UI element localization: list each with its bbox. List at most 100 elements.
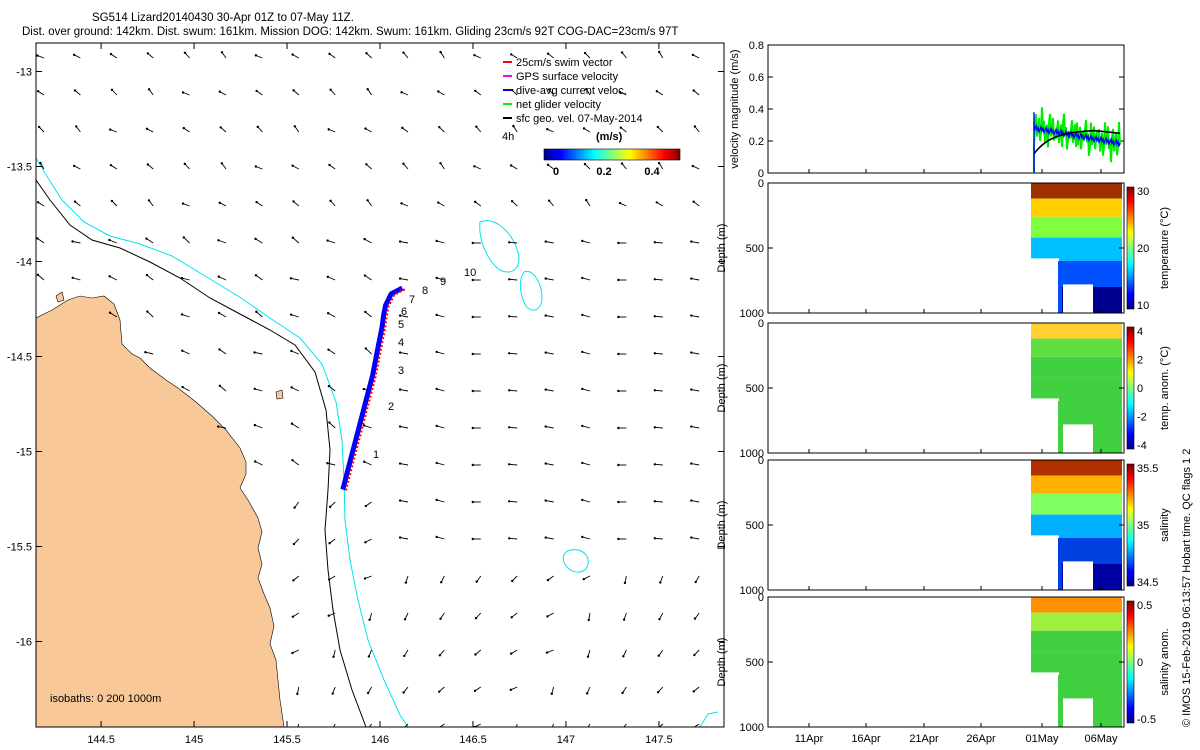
geo-vector-head — [364, 347, 368, 350]
colorbar-tick-label: 10 — [1137, 300, 1149, 312]
geo-vector — [545, 315, 554, 318]
colorbar-label: salinity — [1159, 508, 1171, 542]
geo-vector-head — [657, 161, 661, 165]
section-gap — [1031, 535, 1059, 590]
land-islet — [275, 389, 284, 400]
geo-vector-head — [403, 618, 407, 621]
geo-vector-head — [327, 578, 331, 581]
geo-vector-head — [366, 691, 370, 695]
geo-vector-head — [508, 241, 511, 244]
geo-vector-head — [181, 91, 185, 94]
geo-vector-head — [585, 729, 587, 731]
geo-vector — [509, 241, 518, 244]
geo-vector — [365, 348, 372, 355]
geo-vector-head — [218, 201, 221, 205]
geo-vector-head — [471, 463, 474, 467]
geo-vector-head — [328, 52, 331, 56]
track-day-label: 3 — [398, 365, 404, 377]
geo-vector-head — [331, 729, 333, 731]
colorbar-label: salinity anom. — [1159, 628, 1171, 695]
geo-vector — [436, 536, 445, 540]
section-panel: 0 500 1000 Depth (m) 0.5 0 -0.5 salinity anom. — [716, 592, 1171, 734]
map-x-tick-label: 147 — [557, 734, 575, 746]
geo-vector-head — [216, 425, 220, 428]
geo-vector-head — [364, 310, 367, 314]
colorbar-label: temp. anom. (°C) — [1159, 346, 1171, 430]
geo-vector-head — [398, 351, 402, 354]
section-band — [1031, 356, 1122, 378]
geo-vector-head — [544, 462, 547, 465]
section-data-patch — [1031, 460, 1122, 590]
geo-vector-head — [364, 541, 367, 544]
geo-vector-head — [147, 199, 151, 202]
colorbar-tick-label: 34.5 — [1137, 577, 1158, 589]
geo-vector — [436, 462, 445, 466]
geo-vector-head — [618, 201, 622, 205]
section-colorbar — [1126, 600, 1135, 724]
geo-vector — [365, 311, 372, 318]
geo-vector-head — [693, 653, 696, 657]
section-band — [1031, 216, 1122, 238]
geo-vector-head — [546, 615, 549, 618]
geo-vector-head — [296, 692, 299, 696]
map-y-tick-label: -15.5 — [7, 542, 32, 554]
geo-vector-head — [544, 499, 547, 502]
section-data-patch — [1031, 183, 1122, 313]
geo-vector-head — [110, 88, 114, 92]
geo-vector — [551, 723, 555, 727]
geo-vector — [582, 388, 591, 392]
geo-vector — [400, 463, 409, 466]
geo-vector — [691, 315, 700, 318]
geo-vector-head — [290, 422, 294, 425]
geo-vector — [292, 237, 300, 244]
geo-vector — [693, 723, 700, 727]
geo-vector — [509, 278, 518, 281]
geo-vector-head — [581, 276, 584, 280]
geo-vector-head — [508, 463, 511, 466]
geo-vector-head — [692, 89, 695, 92]
section-gap — [1063, 698, 1093, 727]
geo-vector-head — [36, 89, 40, 93]
geo-vector-head — [471, 241, 474, 245]
geo-vector-head — [146, 163, 150, 166]
geo-vector-head — [108, 238, 111, 242]
geo-vector-head — [109, 128, 112, 131]
geo-vector-head — [180, 313, 184, 316]
track-day-label: 8 — [422, 285, 428, 297]
section-y-tick-label: 500 — [746, 520, 764, 532]
geo-vector-head — [544, 425, 547, 428]
geo-vector — [691, 463, 700, 466]
geo-vector-head — [653, 537, 657, 540]
geo-vector — [292, 459, 300, 466]
geo-vector-head — [253, 387, 256, 390]
geo-vector-head — [218, 90, 222, 93]
velocity-axes-box — [767, 44, 1125, 174]
geo-vector-head — [512, 124, 515, 128]
geo-vector — [147, 311, 154, 318]
geo-vector — [72, 277, 81, 281]
geo-vector-head — [73, 89, 77, 92]
section-colorbar — [1126, 326, 1135, 450]
colorbar-tick-label: 35.5 — [1137, 463, 1158, 475]
geo-vector-head — [582, 577, 585, 581]
geo-vector-head — [474, 616, 478, 620]
geo-vector — [691, 278, 700, 281]
figure-title: SG514 Lizard20140430 30-Apr 01Z to 07-Ma… — [92, 12, 354, 24]
section-band — [1031, 493, 1122, 515]
geo-vector-head — [617, 463, 620, 467]
colorbar-tick-label: 35 — [1137, 520, 1149, 532]
geo-vector-head — [509, 164, 513, 167]
map-x-tick-label: 145.5 — [273, 734, 301, 746]
geo-vector-head — [471, 278, 474, 282]
geo-vector-head — [544, 536, 547, 539]
geo-vector-head — [218, 384, 222, 388]
geo-vector-head — [402, 162, 405, 165]
geo-vector — [218, 276, 227, 281]
geo-vector — [290, 277, 299, 281]
geo-vector-head — [289, 313, 293, 316]
geo-vector-head — [109, 163, 113, 167]
geo-vector-head — [289, 277, 293, 280]
geo-vector — [400, 278, 409, 281]
geo-vector-head — [72, 53, 76, 57]
